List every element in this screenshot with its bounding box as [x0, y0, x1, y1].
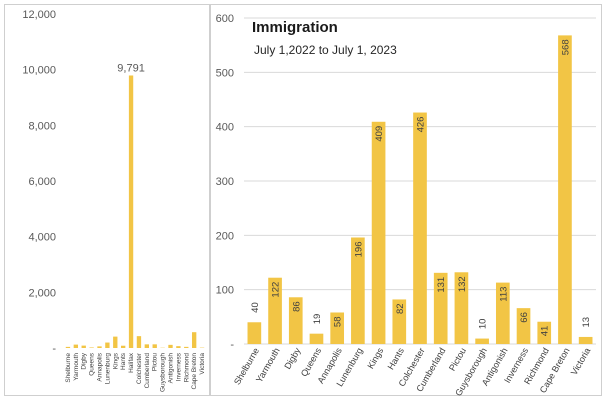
data-label-victoria: 13	[581, 317, 592, 328]
left-category-label: Yarmouth	[73, 353, 80, 381]
left-category-label: Cumberland	[144, 353, 151, 389]
bar-cape-breton	[191, 332, 197, 348]
right-y-tick-label: -	[230, 339, 234, 351]
data-label-queens: 19	[312, 314, 323, 325]
bar-halifax	[128, 75, 134, 349]
data-label-hants: 82	[395, 303, 406, 314]
bar-antigonish	[168, 344, 173, 348]
left-category-label: Richmond	[183, 353, 190, 383]
data-label-kings: 409	[374, 126, 385, 142]
data-label-guysborough: 10	[478, 319, 489, 330]
left-category-label: Digby	[81, 352, 88, 369]
left-category-label: Annapolis	[97, 352, 104, 381]
data-label-inverness: 66	[519, 312, 530, 323]
bar-antigonish	[495, 282, 510, 344]
immigration-chart: - 100 200 300 400 500 600 Immigration July 1,202…	[210, 4, 602, 398]
halifax-data-label: 9,791	[117, 62, 145, 74]
right-category-label: Digby	[282, 346, 302, 371]
left-y-tick-label: 10,000	[22, 65, 56, 77]
bar-yarmouth	[73, 344, 79, 348]
bar-richmond	[184, 346, 189, 348]
bar-colchester	[136, 336, 142, 348]
right-category-label: Kings	[365, 346, 385, 371]
data-label-digby: 86	[291, 301, 302, 312]
bar-colchester	[413, 112, 427, 344]
data-label-lunenburg: 196	[353, 242, 364, 258]
data-label-yarmouth: 122	[271, 282, 282, 298]
left-y-tick-label: -	[52, 343, 56, 355]
bar-hants	[120, 345, 126, 348]
right-category-label: Pictou	[447, 346, 468, 373]
left-category-label: Inverness	[175, 352, 182, 381]
left-category-label: Halifax	[128, 352, 135, 373]
left-category-label: Kings	[112, 352, 119, 369]
left-y-tick-label: 8,000	[28, 120, 56, 132]
bar-annapolis	[330, 312, 345, 344]
halifax-overview-chart: - 2,000 4,000 6,000 8,000 10,000 12,000 Shelbur…	[4, 4, 210, 396]
chart-subtitle: July 1,2022 to July 1, 2023	[254, 43, 397, 57]
left-category-label: Colchester	[136, 352, 143, 384]
left-y-tick-label: 4,000	[28, 232, 56, 244]
bar-lunenburg	[105, 342, 110, 348]
bar-guysborough	[475, 338, 489, 344]
bar-shelburne	[247, 322, 262, 344]
right-y-tick-label: 300	[216, 176, 234, 188]
bar-lunenburg	[351, 237, 365, 344]
left-category-label: Victoria	[199, 353, 206, 375]
left-category-label: Lunenburg	[104, 353, 111, 384]
right-y-tick-label: 400	[216, 122, 234, 134]
data-label-cape-breton: 568	[560, 39, 571, 55]
bar-kings	[371, 121, 386, 344]
data-label-shelburne: 40	[250, 302, 261, 313]
bar-richmond	[537, 321, 552, 344]
left-category-label: Queens	[89, 352, 96, 376]
bar-cape-breton	[558, 35, 572, 345]
bar-pictou	[152, 344, 157, 348]
bar-shelburne	[65, 346, 71, 348]
left-category-label: Cape Breton	[191, 353, 198, 390]
bar-inverness	[516, 308, 531, 344]
right-chart-border	[210, 4, 602, 396]
bar-digby	[288, 297, 303, 344]
left-y-tick-label: 6,000	[28, 176, 56, 188]
data-label-richmond: 41	[540, 326, 551, 337]
left-category-label: Antigonish	[168, 353, 175, 384]
right-y-tick-label: 200	[216, 230, 234, 242]
left-category-label: Pictou	[152, 353, 159, 371]
data-label-annapolis: 58	[333, 316, 344, 327]
left-chart-svg: - 2,000 4,000 6,000 8,000 10,000 12,000 Shelbur…	[4, 4, 210, 396]
bar-yarmouth	[268, 277, 282, 344]
bar-pictou	[454, 272, 469, 344]
data-label-pictou: 132	[457, 276, 468, 292]
bar-queens	[89, 347, 94, 348]
bar-queens	[309, 333, 324, 344]
bar-digby	[81, 345, 86, 348]
left-category-label: Hants	[120, 352, 127, 370]
bar-cumberland	[144, 344, 150, 348]
bar-inverness	[176, 346, 181, 348]
right-y-tick-label: 500	[216, 67, 234, 79]
bar-cumberland	[433, 272, 448, 344]
left-y-tick-label: 2,000	[28, 287, 56, 299]
bar-annapolis	[97, 346, 102, 348]
left-category-label: Guysborough	[160, 353, 167, 392]
bar-hants	[392, 299, 407, 344]
left-y-tick-label: 12,000	[22, 9, 56, 21]
right-y-tick-label: 100	[216, 285, 234, 297]
left-chart-border	[4, 4, 210, 396]
bar-kings	[113, 336, 118, 348]
data-label-colchester: 426	[416, 117, 427, 133]
data-label-cumberland: 131	[436, 277, 447, 293]
data-label-antigonish: 113	[498, 287, 509, 302]
right-category-label: Victoria	[569, 346, 593, 377]
bar-victoria	[578, 336, 593, 344]
chart-title: Immigration	[252, 19, 338, 36]
right-chart-svg: - 100 200 300 400 500 600 Immigration July 1,202…	[210, 4, 602, 398]
right-category-label: Hants	[386, 346, 407, 372]
left-category-label: Shelburne	[65, 353, 72, 383]
right-y-tick-label: 600	[216, 13, 234, 25]
